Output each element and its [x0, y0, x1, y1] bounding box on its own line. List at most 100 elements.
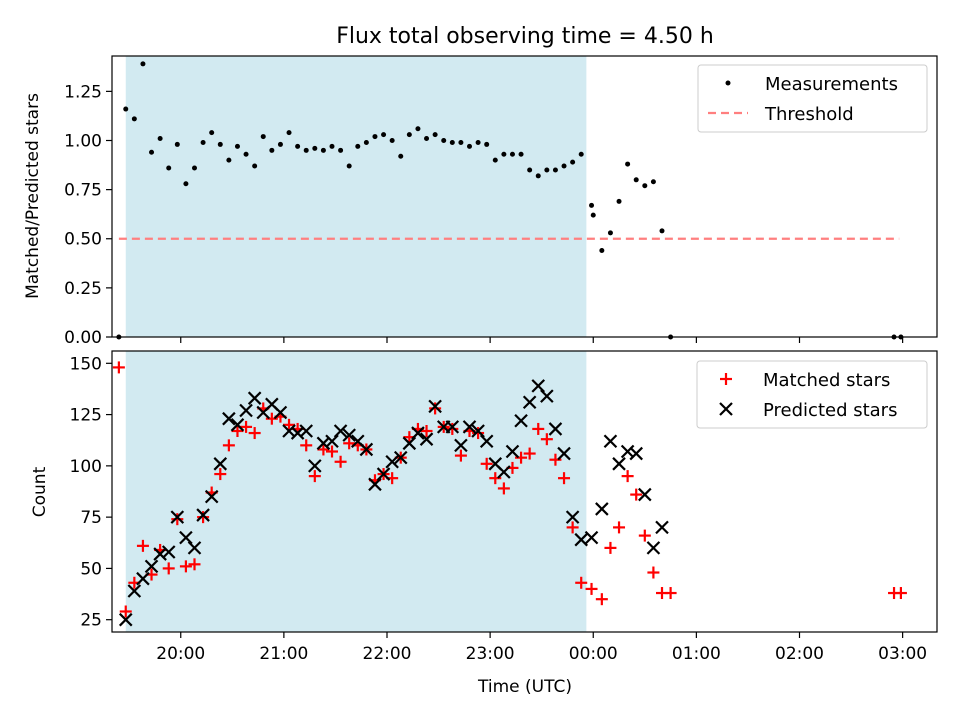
point-predicted-stars-57	[612, 457, 626, 471]
point-matched-stars-27	[343, 437, 356, 450]
point-predicted-stars-2	[136, 571, 150, 586]
y-tick-label-1-5: 150	[70, 354, 102, 374]
y-tick-label-1-1: 50	[80, 559, 102, 579]
point-measurements-52	[561, 163, 567, 169]
point-matched-stars-60	[630, 488, 643, 501]
point-measurements-18	[269, 147, 275, 153]
point-predicted-stars-48	[531, 379, 546, 393]
point-measurements-45	[501, 151, 507, 157]
point-matched-stars-51	[549, 453, 562, 466]
point-matched-stars-15	[240, 420, 253, 433]
point-measurements-29	[363, 139, 369, 145]
point-matched-stars-25	[326, 445, 338, 458]
point-predicted-stars-3	[144, 559, 159, 574]
top-x-ticks	[180, 337, 904, 343]
y-tick-label-0-4: 1.00	[64, 131, 102, 151]
point-matched-stars-59	[621, 470, 634, 483]
point-matched-stars-23	[308, 470, 321, 483]
y-tick-label-1-3: 100	[70, 457, 102, 477]
bottom-points	[112, 361, 907, 627]
point-predicted-stars-49	[540, 389, 554, 403]
bottom-y-axis: 25 50 75 100 125 150	[70, 354, 112, 631]
point-measurements-15	[243, 151, 249, 157]
point-predicted-stars-26	[342, 428, 356, 442]
point-predicted-stars-54	[584, 530, 599, 545]
point-matched-stars-0	[112, 361, 125, 374]
point-predicted-stars-59	[629, 446, 643, 461]
bottom-panel: 25 50 75 100 125 150 20:00 21:00 22:00 23:00 00:0…	[30, 350, 938, 697]
point-predicted-stars-7	[179, 530, 193, 545]
legend-label-threshold: Threshold	[764, 104, 854, 125]
point-matched-stars-20	[283, 418, 296, 431]
point-matched-stars-52	[558, 472, 571, 485]
point-predicted-stars-36	[428, 399, 442, 414]
point-measurements-43	[484, 141, 490, 147]
point-predicted-stars-50	[548, 422, 563, 436]
point-matched-stars-48	[523, 447, 536, 460]
point-predicted-stars-14	[239, 403, 253, 418]
point-measurements-64	[659, 228, 665, 234]
point-matched-stars-9	[188, 558, 201, 571]
top-y-axis-label: Matched/Predicted stars	[23, 93, 43, 299]
point-predicted-stars-42	[479, 434, 494, 449]
top-plot-frame	[111, 55, 938, 338]
y-tick-label-1-4: 125	[70, 406, 102, 426]
point-measurements-60	[625, 161, 631, 167]
point-measurements-49	[535, 173, 541, 179]
point-predicted-stars-40	[462, 420, 477, 434]
point-measurements-27	[346, 163, 352, 169]
point-matched-stars-43	[480, 457, 493, 470]
point-matched-stars-62	[647, 566, 660, 579]
point-matched-stars-8	[179, 560, 192, 573]
point-measurements-39	[449, 139, 455, 145]
point-predicted-stars-41	[471, 424, 485, 438]
point-matched-stars-18	[265, 412, 278, 425]
point-matched-stars-40	[454, 449, 467, 462]
point-measurements-5	[157, 136, 163, 142]
point-measurements-61	[633, 177, 639, 183]
chart-title: Flux total observing time = 4.50 h	[336, 24, 714, 49]
bottom-legend: Matched stars Predicted stars	[696, 360, 928, 429]
point-measurements-59	[616, 198, 622, 204]
legend-label-measurements: Measurements	[765, 74, 898, 95]
point-measurements-23	[312, 145, 318, 151]
point-measurements-30	[372, 134, 378, 140]
point-measurements-48	[527, 167, 533, 173]
point-measurements-35	[415, 126, 421, 132]
point-measurements-25	[329, 143, 335, 149]
x-tick-label-6: 02:00	[775, 644, 824, 664]
point-measurements-42	[475, 139, 481, 145]
point-measurements-16	[252, 163, 258, 169]
point-measurements-51	[552, 167, 558, 173]
x-tick-label-1: 21:00	[259, 644, 308, 664]
point-predicted-stars-35	[419, 432, 434, 446]
point-measurements-21	[295, 143, 301, 149]
point-predicted-stars-11	[213, 457, 228, 471]
x-tick-label-0: 20:00	[156, 644, 205, 664]
point-measurements-62	[642, 183, 648, 189]
point-measurements-20	[286, 130, 292, 136]
x-tick-label-7: 03:00	[878, 644, 927, 664]
point-predicted-stars-29	[368, 477, 382, 492]
point-predicted-stars-56	[603, 434, 618, 449]
point-predicted-stars-51	[557, 446, 571, 461]
point-measurements-33	[398, 153, 404, 159]
point-predicted-stars-45	[505, 444, 520, 459]
point-matched-stars-56	[595, 593, 608, 606]
point-matched-stars-26	[334, 455, 347, 468]
bottom-y-axis-label: Count	[30, 466, 50, 517]
point-measurements-54	[578, 151, 584, 157]
point-measurements-9	[192, 165, 197, 171]
point-predicted-stars-30	[376, 467, 391, 481]
point-predicted-stars-6	[170, 510, 185, 524]
point-measurements-6	[166, 165, 172, 171]
point-matched-stars-39	[446, 422, 459, 435]
point-predicted-stars-31	[385, 454, 399, 469]
point-matched-stars-24	[317, 443, 330, 456]
point-measurements-7	[174, 141, 180, 147]
top-panel: 0.00 0.25 0.50 0.75 1.00 1.25 Matched/Predict…	[23, 55, 938, 348]
point-predicted-stars-25	[333, 424, 348, 438]
bottom-legend-box	[696, 360, 928, 429]
point-measurements-40	[458, 139, 464, 145]
